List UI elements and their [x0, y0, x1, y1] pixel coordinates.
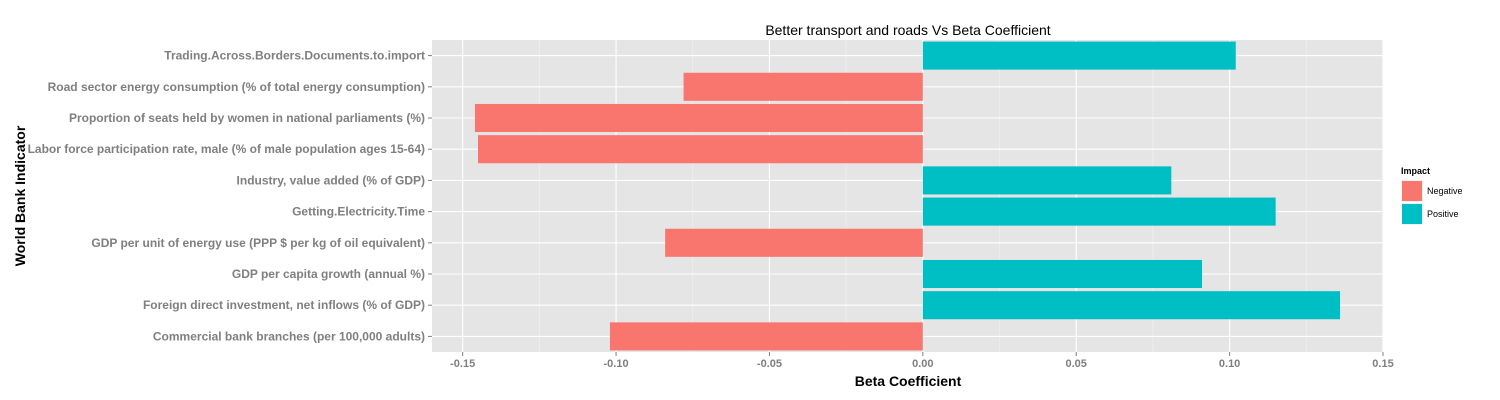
bar-negative	[609, 322, 923, 351]
bar-positive	[922, 259, 1203, 289]
y-tick-label: Road sector energy consumption (% of tot…	[48, 80, 425, 94]
x-tick-label: -0.15	[450, 358, 475, 370]
y-tick-label: Commercial bank branches (per 100,000 ad…	[153, 329, 425, 343]
chart-title: Better transport and roads Vs Beta Coeff…	[765, 22, 1050, 38]
y-tick-label: GDP per capita growth (annual %)	[232, 267, 425, 281]
legend: Impact Negative Positive	[1401, 166, 1463, 225]
bar-positive	[922, 291, 1341, 320]
y-tick-label: Foreign direct investment, net inflows (…	[143, 298, 425, 312]
x-axis-ticks: -0.15 -0.10 -0.05 0.00 0.05 0.10 0.15	[450, 352, 1394, 370]
x-tick-label: 0.00	[912, 358, 933, 370]
x-tick-label: 0.05	[1066, 358, 1087, 370]
y-tick-label: Proportion of seats held by women in nat…	[69, 111, 425, 125]
legend-label: Negative	[1427, 186, 1463, 196]
y-tick-label: Getting.Electricity.Time	[292, 205, 425, 219]
x-tick-label: -0.05	[757, 358, 782, 370]
bar-negative	[683, 72, 923, 101]
bar-negative	[665, 228, 923, 257]
bar-positive	[922, 41, 1236, 70]
legend-swatch	[1402, 181, 1422, 201]
bars	[474, 41, 1341, 351]
legend-label: Positive	[1427, 209, 1459, 219]
y-tick-label: Industry, value added (% of GDP)	[237, 173, 425, 187]
x-axis-title: Beta Coefficient	[855, 373, 962, 389]
y-tick-label: Labor force participation rate, male (% …	[28, 142, 425, 156]
bar-positive	[922, 166, 1172, 195]
bar-positive	[922, 197, 1276, 226]
bar-negative	[474, 103, 923, 133]
x-tick-label: 0.10	[1219, 358, 1240, 370]
y-tick-label: Trading.Across.Borders.Documents.to.impo…	[164, 49, 425, 63]
legend-swatch	[1402, 204, 1422, 224]
legend-title: Impact	[1401, 166, 1430, 176]
x-tick-label: 0.15	[1372, 358, 1393, 370]
y-tick-label: GDP per unit of energy use (PPP $ per kg…	[91, 236, 425, 250]
y-axis-title: World Bank Indicator	[12, 125, 28, 266]
bar-negative	[478, 135, 923, 164]
y-axis-labels: Trading.Across.Borders.Documents.to.impo…	[28, 49, 432, 343]
x-tick-label: -0.10	[604, 358, 629, 370]
